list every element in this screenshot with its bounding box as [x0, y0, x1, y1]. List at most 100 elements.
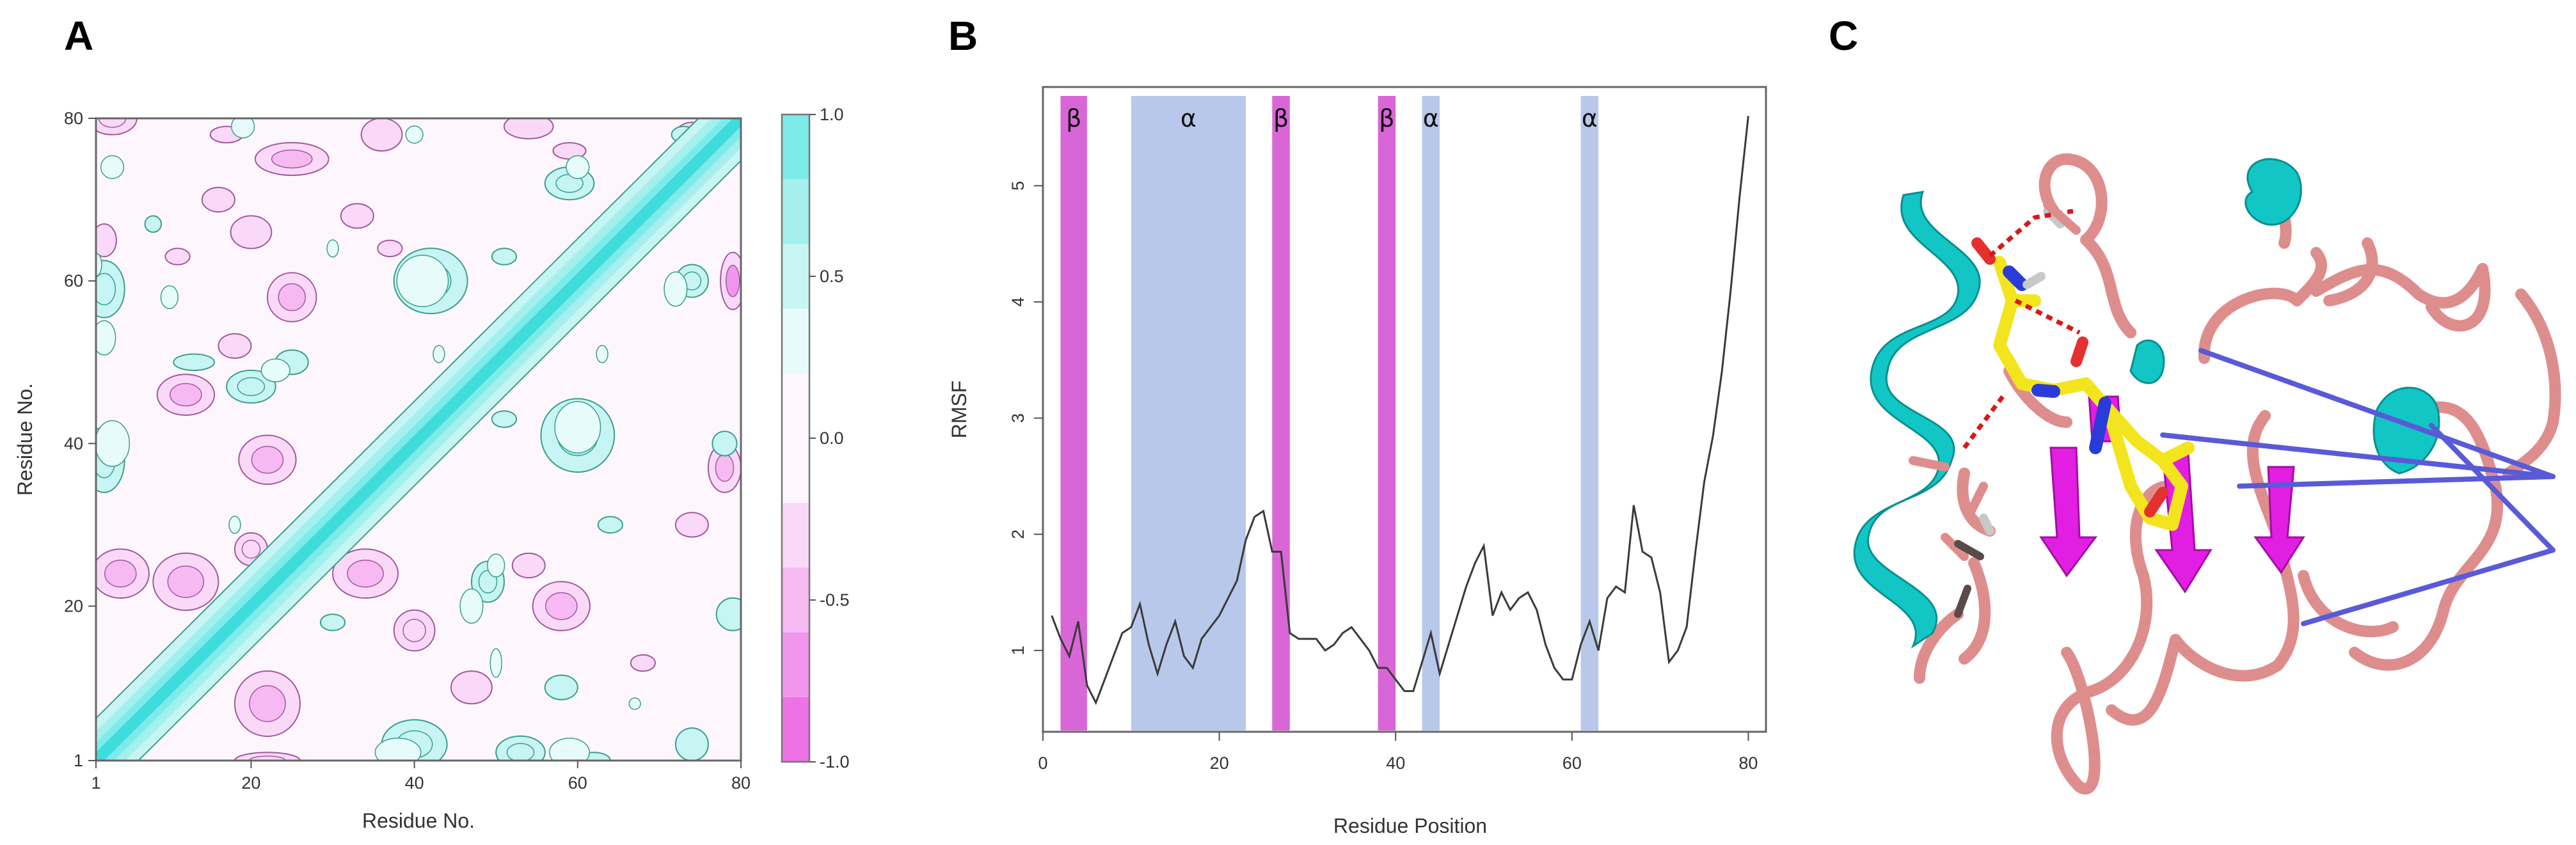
- colorbar-tick-label-0: 1.0: [820, 105, 844, 124]
- negative-region-core-27: [715, 454, 735, 482]
- positive-region-mirror-14: [100, 155, 125, 179]
- negative-region-core-24: [545, 592, 578, 620]
- heatmap-y-tick-label-0: 1: [74, 751, 83, 770]
- negative-region-23: [450, 670, 493, 705]
- colorbar-band-3: [782, 308, 809, 374]
- rmsf-chart: β α β β α α 0 20 40 60 80 1 2 3 4 5 Residue Position R…: [948, 86, 1767, 837]
- negative-region-core-15: [251, 445, 284, 474]
- heatmap-y-tick-label-4: 80: [64, 109, 83, 128]
- heatmap-x-axis-title: Residue No.: [362, 809, 475, 832]
- heatmap-x-tick-label-0: 1: [91, 773, 100, 793]
- positive-region-mirror-17: [566, 155, 590, 179]
- heatmap-x-tick-label-2: 40: [405, 773, 424, 793]
- negative-region-11: [340, 203, 374, 229]
- ss-band-5: [1580, 96, 1599, 730]
- negative-region-31: [377, 239, 403, 258]
- negative-region-30: [630, 654, 656, 672]
- colorbar-band-4: [782, 373, 809, 503]
- positive-region-mirror-4: [487, 553, 505, 578]
- negative-region-10: [230, 215, 273, 249]
- positive-region-2: [173, 353, 216, 372]
- rmsf-x-tick-label-4: 80: [1738, 754, 1758, 773]
- rmsf-y-axis-title: RMSF: [948, 381, 971, 439]
- loop-tubes: [1914, 153, 2561, 794]
- negative-region-25: [511, 552, 546, 579]
- ss-band-2: [1272, 96, 1290, 730]
- positive-region-6: [491, 248, 518, 265]
- negative-region-13: [218, 333, 252, 359]
- heatmap-y-tick-label-1: 20: [64, 597, 83, 616]
- positive-region-mirror-9: [96, 420, 131, 467]
- negative-region-26: [674, 512, 709, 538]
- negative-region-8: [164, 248, 191, 265]
- positive-region-mirror-16: [405, 125, 424, 144]
- positive-region-mirror-11: [96, 320, 116, 356]
- positive-region-mirror-20: [628, 697, 641, 710]
- heatmap-y-tick-label-2: 40: [64, 434, 83, 453]
- negative-region-core-12: [278, 283, 306, 312]
- negative-region-core-18: [167, 565, 205, 598]
- negative-region-7: [96, 223, 117, 258]
- positive-region-mirror-1: [374, 738, 422, 761]
- helix-ribbons: [1853, 158, 2440, 649]
- ss-band-label-0: β: [1066, 104, 1081, 132]
- heatmap-frame: [95, 117, 742, 762]
- positive-region-mirror-15: [231, 118, 255, 139]
- contact-lines: [2160, 348, 2556, 626]
- positive-region-mirror-6: [596, 345, 608, 363]
- negative-region-4: [503, 118, 554, 139]
- positive-region-mirror-22: [326, 239, 339, 258]
- colorbar-band-1: [782, 179, 809, 244]
- ss-band-label-4: α: [1423, 104, 1439, 132]
- positive-region-8: [491, 410, 518, 428]
- ss-band-3: [1378, 96, 1396, 730]
- protein-structure-illustration: [1853, 153, 2561, 794]
- positive-region-15: [715, 597, 741, 631]
- rmsf-ticks: 0 20 40 60 80 1 2 3 4 5: [1008, 181, 1758, 773]
- rmsf-y-tick-label-0: 1: [1008, 645, 1028, 655]
- colorbar-band-6: [782, 567, 809, 633]
- rmsf-x-tick-label-2: 40: [1386, 754, 1405, 773]
- colorbar-band-8: [782, 697, 809, 762]
- positive-region-mirror-7: [396, 255, 449, 308]
- correlation-heatmap: 1 20 40 60 80 1 20 40 60 80 Residue No. Residue N…: [13, 105, 850, 832]
- negative-region-9: [201, 186, 235, 213]
- ss-band-4: [1422, 96, 1440, 730]
- heatmap-diagonal: [96, 118, 741, 761]
- positive-region-mirror-18: [664, 271, 688, 307]
- heatmap-x-tick-label-4: 80: [731, 773, 751, 793]
- colorbar-band-2: [782, 244, 809, 309]
- positive-region-mirror-2: [489, 648, 502, 678]
- heatmap-y-axis-title: Residue No.: [13, 383, 36, 496]
- negative-region-core-14: [170, 383, 202, 407]
- rmsf-y-tick-label-4: 5: [1008, 181, 1028, 191]
- colorbar-band-7: [782, 632, 809, 697]
- negative-region-3: [360, 118, 403, 152]
- ss-band-0: [1060, 96, 1087, 730]
- colorbar-tick-label-1: 0.5: [820, 267, 844, 286]
- positive-region-core-3: [237, 377, 266, 397]
- rmsf-line: [1051, 116, 1749, 706]
- negative-region-core-16: [241, 539, 261, 559]
- rmsf-y-tick-label-3: 4: [1008, 297, 1028, 306]
- side-chains: [1909, 200, 2081, 618]
- negative-region-core-28: [725, 264, 740, 297]
- heatmap-ticks: 1 20 40 60 80 1 20 40 60 80: [64, 109, 751, 793]
- negative-region-core-19: [249, 685, 286, 722]
- colorbar-band-5: [782, 503, 809, 568]
- panel-label-c: C: [1829, 13, 1858, 59]
- rmsf-x-tick-label-0: 0: [1038, 754, 1047, 773]
- rmsf-plot-frame: [1042, 86, 1767, 733]
- rmsf-y-tick-label-1: 2: [1008, 530, 1028, 539]
- negative-region-core-21: [347, 559, 384, 588]
- positive-region-mirror-3: [459, 588, 484, 624]
- heatmap-regions: [96, 118, 741, 761]
- positive-region-16: [712, 430, 738, 457]
- positive-region-22: [597, 516, 623, 534]
- rmsf-x-tick-label-1: 20: [1210, 754, 1229, 773]
- colorbar-tick-label-3: -0.5: [820, 590, 850, 610]
- heatmap-x-tick-label-1: 20: [241, 773, 260, 793]
- diagonal-band-3: [96, 118, 741, 761]
- ss-band-label-3: β: [1379, 104, 1394, 132]
